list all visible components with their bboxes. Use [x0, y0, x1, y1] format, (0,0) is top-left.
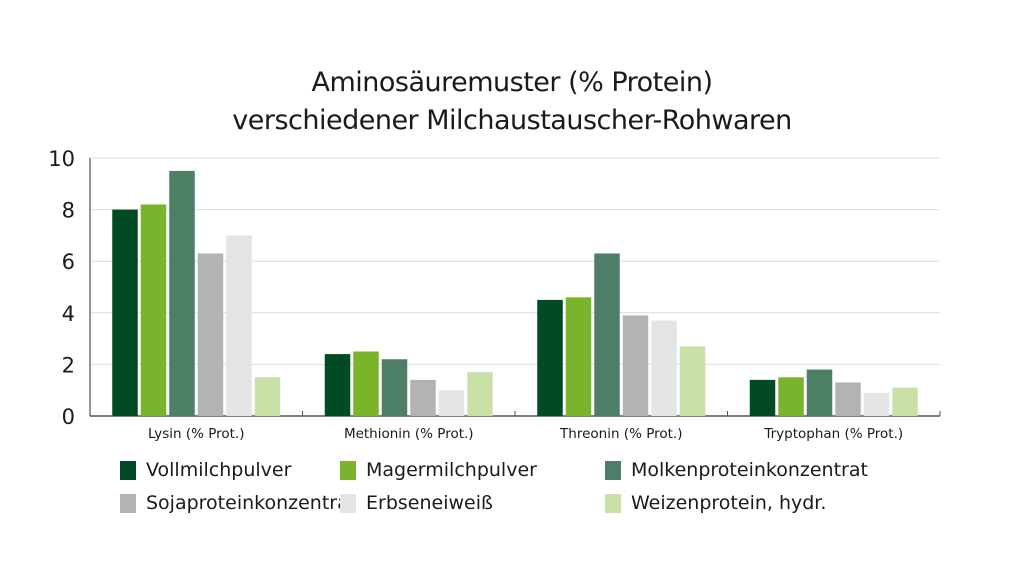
- legend-item: Magermilchpulver: [340, 459, 537, 481]
- legend-swatch: [605, 493, 621, 513]
- bar: [594, 253, 620, 416]
- bar: [679, 346, 706, 416]
- bar: [169, 170, 195, 416]
- bar: [749, 379, 776, 416]
- legend-label: Magermilchpulver: [366, 459, 537, 481]
- legend-label: Vollmilchpulver: [146, 459, 292, 481]
- bar: [565, 297, 592, 416]
- legend-item: Sojaproteinkonzentrat: [120, 492, 356, 514]
- legend-label: Erbseneiweiß: [366, 492, 493, 514]
- bar: [226, 235, 252, 416]
- bar: [537, 299, 563, 416]
- bar: [197, 253, 224, 416]
- bar: [622, 315, 649, 416]
- y-tick-label: 2: [62, 353, 75, 377]
- legend-swatch: [340, 493, 356, 513]
- bar: [778, 377, 804, 416]
- y-tick-label: 6: [62, 250, 75, 274]
- x-tick-label: Threonin (% Prot.): [559, 426, 682, 442]
- legend-swatch: [120, 493, 136, 513]
- bar: [353, 351, 379, 416]
- x-tick-label: Methionin (% Prot.): [344, 426, 474, 442]
- legend-swatch: [605, 460, 621, 480]
- legend-label: Weizenprotein, hydr.: [631, 492, 827, 514]
- x-tick-label: Lysin (% Prot.): [148, 426, 245, 442]
- legend-item: Weizenprotein, hydr.: [605, 492, 826, 514]
- bar: [324, 354, 351, 416]
- x-tick-label: Tryptophan (% Prot.): [763, 426, 903, 442]
- y-tick-label: 4: [62, 302, 75, 326]
- chart-title-line-2: verschiedener Milchaustauscher-Rohwaren: [232, 105, 792, 136]
- legend-swatch: [120, 460, 136, 480]
- legend-label: Sojaproteinkonzentrat: [146, 492, 357, 514]
- legend-item: Molkenproteinkonzentrat: [605, 459, 868, 481]
- bar: [410, 379, 436, 416]
- legend-swatch: [340, 460, 356, 480]
- bar: [381, 359, 408, 416]
- bar: [467, 372, 493, 416]
- legend-label: Molkenproteinkonzentrat: [631, 459, 868, 481]
- bar: [438, 390, 465, 416]
- y-tick-label: 8: [62, 199, 75, 223]
- bar: [835, 382, 861, 416]
- bar: [112, 209, 138, 416]
- legend-item: Erbseneiweiß: [340, 492, 493, 514]
- legend-item: Vollmilchpulver: [120, 459, 291, 481]
- bar: [140, 204, 167, 416]
- y-tick-label: 10: [48, 147, 75, 171]
- bar: [806, 369, 833, 416]
- bar: [254, 377, 281, 416]
- bar: [892, 387, 918, 416]
- y-tick-label: 0: [62, 405, 75, 429]
- chart-title-line-1: Aminosäuremuster (% Protein): [311, 67, 713, 98]
- bar: [651, 320, 677, 416]
- bar: [863, 392, 890, 416]
